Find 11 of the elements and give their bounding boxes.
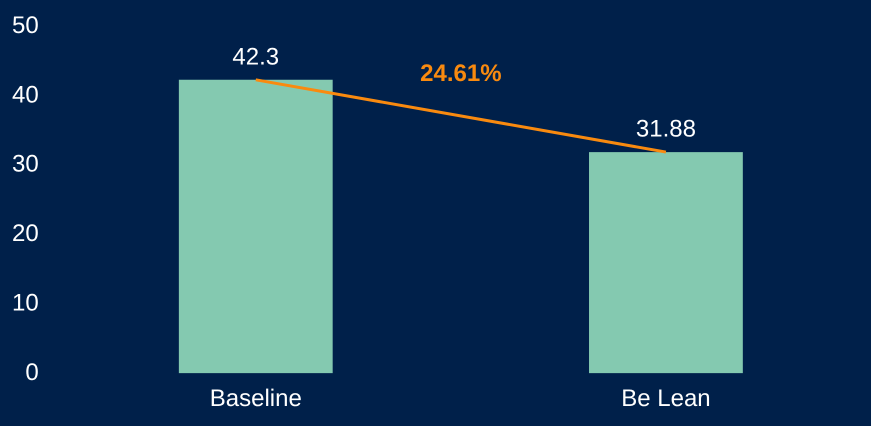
x-tick-label: Be Lean	[621, 385, 711, 412]
y-tick-label: 10	[12, 289, 39, 316]
y-tick-label: 50	[12, 12, 39, 40]
data-label: 31.88	[636, 116, 696, 143]
data-label: 42.3	[232, 43, 280, 70]
y-tick-label: 30	[12, 150, 39, 178]
y-tick-label: 20	[12, 220, 39, 248]
y-tick-label: 40	[12, 81, 39, 108]
annotation: 24.61%	[420, 60, 502, 88]
y-tick-label: 0	[25, 358, 39, 386]
x-tick-label: Baseline	[210, 385, 302, 412]
